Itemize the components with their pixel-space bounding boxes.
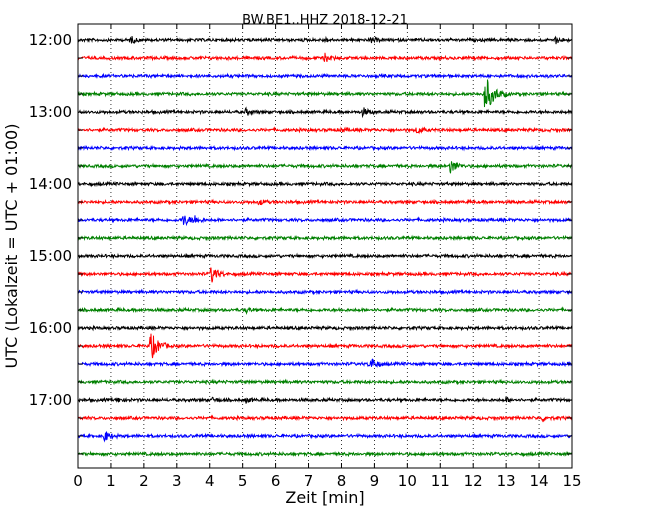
x-tick-label: 8	[337, 472, 347, 490]
trace-1715	[77, 414, 573, 423]
trace-1330	[77, 144, 573, 152]
trace-1545	[77, 306, 573, 315]
trace-1300	[77, 106, 573, 119]
trace-1630	[77, 358, 572, 368]
trace-1745	[77, 450, 573, 458]
y-tick-label: 12:00	[29, 31, 72, 49]
trace-1400	[77, 180, 573, 188]
trace-1315	[77, 126, 573, 135]
x-tick-label: 9	[370, 472, 380, 490]
trace-1730	[77, 431, 573, 443]
x-tick-label: 3	[172, 472, 182, 490]
y-tick-label: 16:00	[29, 319, 72, 337]
trace-1615	[77, 333, 573, 359]
trace-1530	[77, 288, 573, 296]
trace-1600	[77, 324, 573, 332]
y-tick-label: 17:00	[29, 391, 72, 409]
y-axis-label: UTC (Lokalzeit = UTC + 01:00)	[2, 124, 21, 369]
trace-1415	[77, 198, 573, 206]
x-tick-label: 13	[497, 472, 516, 490]
x-tick-label: 7	[304, 472, 314, 490]
x-tick-label: 6	[271, 472, 281, 490]
trace-1430	[77, 215, 573, 227]
x-tick-label: 11	[431, 472, 450, 490]
trace-1345	[77, 161, 573, 174]
trace-1700	[77, 396, 573, 404]
x-tick-label: 2	[139, 472, 149, 490]
trace-1445	[77, 234, 573, 242]
x-tick-label: 5	[238, 472, 248, 490]
trace-1245	[77, 79, 573, 108]
trace-1215	[77, 52, 573, 62]
plot-frame	[77, 23, 573, 469]
x-tick-label: 4	[205, 472, 215, 490]
y-axis-ticks: 12:00 13:00 14:00 15:00 16:00 17:00	[29, 31, 572, 455]
x-tick-label: 15	[562, 472, 581, 490]
y-tick-label: 13:00	[29, 103, 72, 121]
x-axis-ticks: 0 1 2 3 4 5 6 7 8 9 10 11 12 13 14 15	[73, 24, 582, 490]
trace-1500	[77, 252, 573, 260]
trace-1515	[77, 267, 573, 283]
chart-title: BW.BE1..HHZ 2018-12-21	[242, 13, 408, 28]
x-tick-label: 10	[398, 472, 417, 490]
x-axis-label: Zeit [min]	[285, 488, 364, 507]
trace-1200	[77, 35, 573, 45]
x-tick-label: 12	[464, 472, 483, 490]
trace-1645	[77, 378, 573, 386]
x-tick-label: 14	[530, 472, 549, 490]
y-tick-label: 14:00	[29, 175, 72, 193]
x-tick-label: 0	[73, 472, 83, 490]
seismic-traces	[77, 35, 573, 458]
x-tick-label: 1	[106, 472, 116, 490]
trace-1230	[77, 72, 573, 80]
y-tick-label: 15:00	[29, 247, 72, 265]
